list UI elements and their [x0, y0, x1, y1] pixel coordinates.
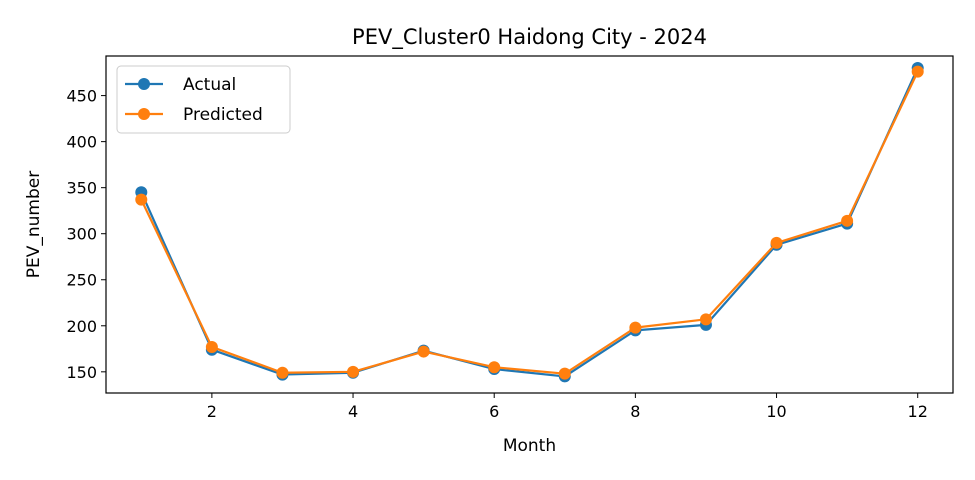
legend: Actual Predicted: [116, 65, 291, 134]
chart-title: PEV_Cluster0 Haidong City - 2024: [352, 25, 707, 50]
data-point-predicted: [841, 214, 854, 227]
y-axis-label: PEV_number: [24, 171, 44, 278]
data-point-predicted: [699, 313, 712, 326]
data-point-predicted: [135, 193, 148, 206]
y-tick-label: 450: [66, 87, 97, 106]
x-tick-label: 6: [489, 402, 499, 421]
y-tick-label: 350: [66, 179, 97, 198]
series-layer: [135, 61, 924, 383]
x-tick-label: 4: [348, 402, 358, 421]
data-point-predicted: [629, 321, 642, 334]
x-tick-label: 12: [908, 402, 928, 421]
legend-label-actual: Actual: [183, 75, 236, 95]
series-line-actual: [140, 67, 919, 378]
data-point-predicted: [558, 367, 571, 380]
data-point-predicted: [347, 365, 360, 378]
x-axis: 2 4 6 8 10 12: [207, 393, 928, 421]
y-axis: 150 200 250 300 350 400 450: [66, 87, 106, 382]
series-line-predicted: [140, 71, 919, 375]
y-tick-label: 300: [66, 225, 97, 244]
y-tick-label: 250: [66, 271, 97, 290]
x-tick-label: 8: [630, 402, 640, 421]
data-point-predicted: [276, 366, 289, 379]
x-axis-label: Month: [503, 436, 556, 456]
legend-label-predicted: Predicted: [183, 105, 263, 125]
legend-box: [116, 65, 291, 134]
y-tick-label: 200: [66, 317, 97, 336]
y-tick-label: 400: [66, 133, 97, 152]
legend-marker-actual: [138, 78, 150, 90]
x-tick-label: 2: [207, 402, 217, 421]
data-point-predicted: [911, 65, 924, 78]
data-point-predicted: [205, 340, 218, 353]
data-point-predicted: [488, 361, 501, 374]
y-tick-label: 150: [66, 363, 97, 382]
data-point-predicted: [770, 236, 783, 249]
x-tick-label: 10: [766, 402, 786, 421]
plot-frame: [105, 55, 954, 394]
legend-marker-predicted: [138, 108, 150, 120]
data-point-predicted: [417, 345, 430, 358]
